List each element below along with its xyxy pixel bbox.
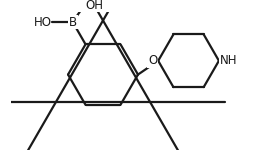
Text: B: B: [68, 15, 77, 28]
Text: NH: NH: [220, 54, 237, 67]
Text: HO: HO: [34, 15, 51, 28]
Text: OH: OH: [85, 0, 103, 12]
Text: O: O: [148, 54, 157, 67]
